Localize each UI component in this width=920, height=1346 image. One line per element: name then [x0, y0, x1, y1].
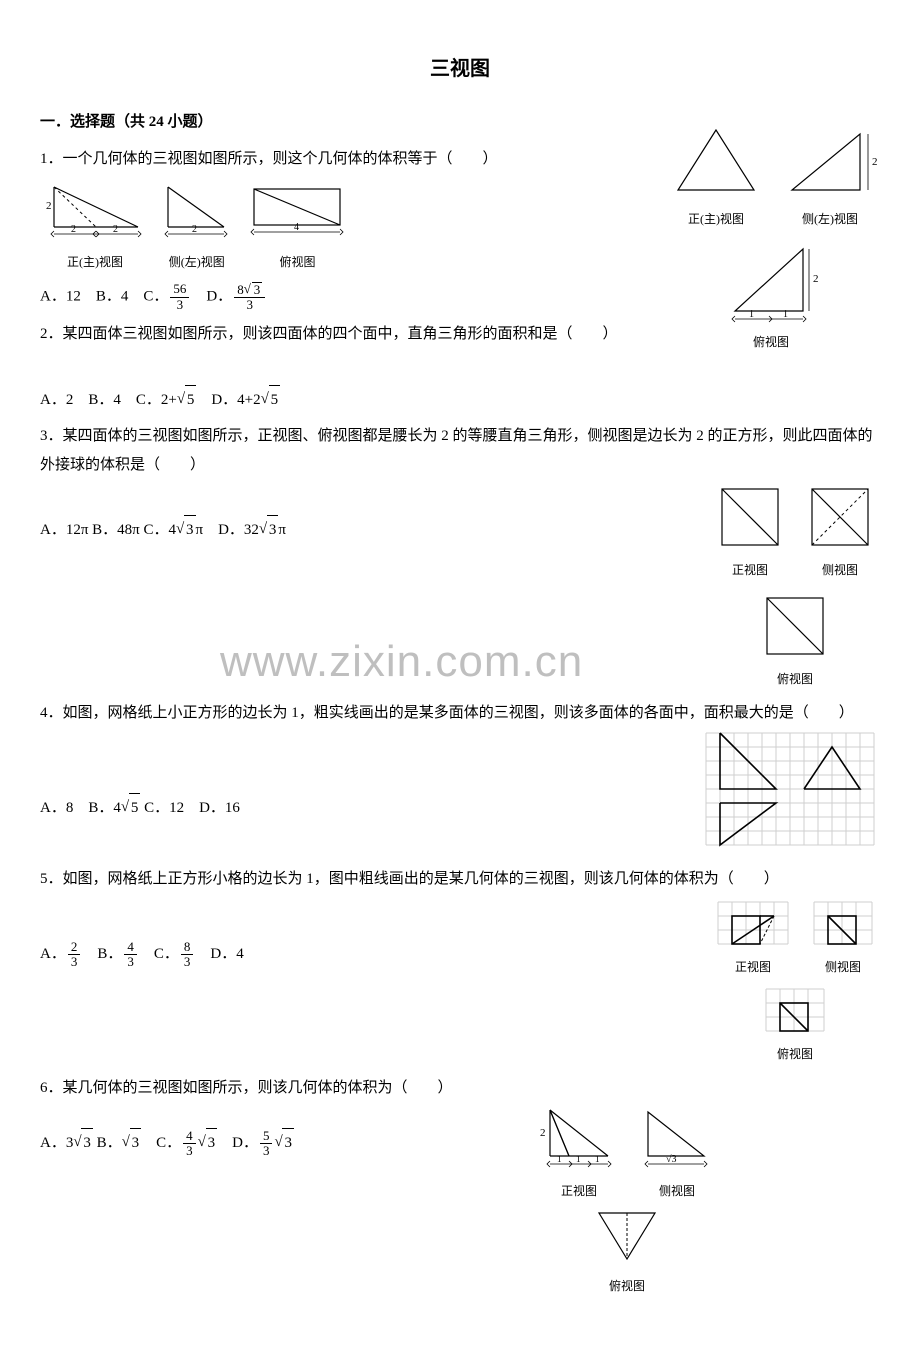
- q6-top-view: 俯视图: [587, 1203, 667, 1298]
- q3-front-caption: 正视图: [710, 559, 790, 582]
- question-2: 2．某四面体三视图如图所示，则该四面体的四个面中，直角三角形的面积和是（ ） A…: [40, 320, 880, 414]
- svg-text:4: 4: [294, 222, 299, 233]
- svg-text:2: 2: [46, 200, 52, 212]
- q3-figures: 正视图 侧视图 俯视图: [710, 479, 880, 691]
- question-3: 3．某四面体的三视图如图所示，正视图、俯视图都是腰长为 2 的等腰直角三角形，侧…: [40, 422, 880, 691]
- q6-text: 6．某几何体的三视图如图所示，则该几何体的体积为（ ）: [40, 1074, 880, 1103]
- q6-figures: 2 1 1 1 正视图: [534, 1102, 720, 1298]
- question-4: 4．如图，网格纸上小正方形的边长为 1，粗实线画出的是某多面体的三视图，则该多面…: [40, 699, 880, 858]
- q3-top-caption: 俯视图: [755, 668, 835, 691]
- q5-front-view: 正视图: [710, 894, 796, 979]
- q1-options: A．12 B．4 C．563 D．833: [40, 282, 880, 313]
- q5-text: 5．如图，网格纸上正方形小格的边长为 1，图中粗线画出的是某几何体的三视图，则该…: [40, 865, 880, 894]
- q2-options: A．2 B．4 C．2+5 D．4+25: [40, 385, 880, 415]
- q5-side-view: 侧视图: [806, 894, 880, 979]
- q3-side-view: 侧视图: [800, 479, 880, 582]
- q5-front-caption: 正视图: [710, 956, 796, 979]
- q1-text: 1．一个几何体的三视图如图所示，则这个几何体的体积等于（ ）: [40, 145, 880, 174]
- svg-text:1: 1: [576, 1154, 581, 1164]
- svg-text:2: 2: [192, 224, 197, 235]
- svg-text:1: 1: [557, 1154, 562, 1164]
- q1-top-view: 4 俯视图: [244, 179, 352, 274]
- q6-side-caption: 侧视图: [634, 1180, 720, 1203]
- svg-text:2: 2: [113, 224, 118, 235]
- svg-text:2: 2: [71, 224, 76, 235]
- svg-text:√3: √3: [666, 1154, 677, 1165]
- q6-side-view: √3 侧视图: [634, 1102, 720, 1203]
- question-6: 6．某几何体的三视图如图所示，则该几何体的体积为（ ） 2 1 1: [40, 1074, 880, 1298]
- q2-text: 2．某四面体三视图如图所示，则该四面体的四个面中，直角三角形的面积和是（ ）: [40, 320, 880, 349]
- q3-side-caption: 侧视图: [800, 559, 880, 582]
- q1-side-view: 2 侧(左)视图: [154, 179, 240, 274]
- q4-text: 4．如图，网格纸上小正方形的边长为 1，粗实线画出的是某多面体的三视图，则该多面…: [40, 699, 880, 728]
- page-title: 三视图: [40, 50, 880, 88]
- q6-options: A．33 B．3 C．433 D．533: [40, 1128, 880, 1158]
- question-5: 5．如图，网格纸上正方形小格的边长为 1，图中粗线画出的是某几何体的三视图，则该…: [40, 865, 880, 1065]
- q5-top-caption: 俯视图: [758, 1043, 832, 1066]
- q1-front-view: 2 2 2 正(主)视图: [40, 179, 150, 274]
- q6-front-view: 2 1 1 1 正视图: [534, 1102, 624, 1203]
- q1-top-caption: 俯视图: [244, 251, 352, 274]
- question-1: 1．一个几何体的三视图如图所示，则这个几何体的体积等于（ ） 2 2 2 正(主…: [40, 145, 880, 313]
- q5-side-caption: 侧视图: [806, 956, 880, 979]
- q3-front-view: 正视图: [710, 479, 790, 582]
- q1-figures: 2 2 2 正(主)视图 2 侧(左)视图: [40, 179, 880, 274]
- svg-text:1: 1: [595, 1154, 600, 1164]
- svg-text:2: 2: [540, 1127, 546, 1139]
- q6-top-caption: 俯视图: [587, 1275, 667, 1298]
- q1-front-caption: 正(主)视图: [40, 251, 150, 274]
- q3-text: 3．某四面体的三视图如图所示，正视图、俯视图都是腰长为 2 的等腰直角三角形，侧…: [40, 422, 880, 479]
- q1-side-caption: 侧(左)视图: [154, 251, 240, 274]
- q5-figures: 正视图 侧视图: [710, 894, 880, 1066]
- q5-top-view: 俯视图: [758, 981, 832, 1066]
- q4-figures: [700, 727, 880, 857]
- q3-top-view: 俯视图: [755, 588, 835, 691]
- q6-front-caption: 正视图: [534, 1180, 624, 1203]
